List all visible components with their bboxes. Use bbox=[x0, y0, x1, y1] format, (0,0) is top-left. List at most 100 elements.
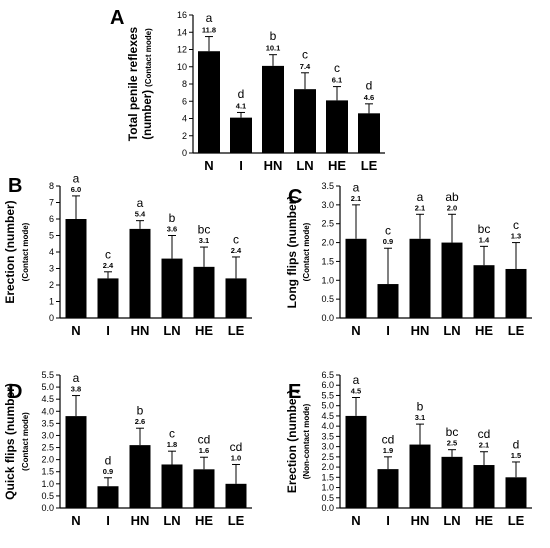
y-tick-label: 3.0 bbox=[321, 442, 334, 452]
significance-letter: d bbox=[513, 437, 520, 451]
y-axis-mode: (Non-contact mode) bbox=[302, 403, 311, 479]
y-tick-label: 4 bbox=[182, 114, 187, 124]
bar-hn bbox=[262, 65, 284, 153]
bar-he bbox=[193, 469, 215, 508]
x-tick-label: N bbox=[71, 323, 80, 338]
significance-letter: cd bbox=[198, 433, 211, 447]
data-label: 3.1 bbox=[415, 413, 425, 422]
significance-letter: d bbox=[238, 87, 245, 101]
x-tick-label: I bbox=[106, 513, 110, 528]
significance-letter: c bbox=[385, 224, 391, 238]
y-tick-label: 2.5 bbox=[41, 443, 54, 453]
data-label: 1.3 bbox=[511, 232, 521, 241]
data-label: 6.0 bbox=[71, 185, 81, 194]
panel-label: E bbox=[288, 381, 301, 403]
y-tick-label: 7 bbox=[49, 198, 54, 208]
data-label: 11.8 bbox=[202, 26, 216, 35]
y-tick-label: 1 bbox=[49, 297, 54, 307]
x-tick-label: I bbox=[239, 158, 243, 173]
significance-letter: a bbox=[353, 180, 360, 194]
y-tick-label: 6.0 bbox=[321, 380, 334, 390]
data-label: 1.6 bbox=[199, 446, 209, 455]
significance-letter: c bbox=[233, 232, 239, 246]
data-label: 10.1 bbox=[266, 44, 281, 53]
y-axis-mode: (Contact mode) bbox=[21, 412, 30, 471]
y-tick-label: 3.0 bbox=[41, 430, 54, 440]
data-label: 1.5 bbox=[511, 451, 521, 460]
x-tick-label: LE bbox=[508, 323, 525, 338]
x-tick-label: N bbox=[351, 323, 360, 338]
significance-letter: a bbox=[206, 11, 213, 25]
y-tick-label: 4.5 bbox=[41, 394, 54, 404]
significance-letter: b bbox=[417, 400, 424, 414]
bar-i bbox=[377, 284, 399, 318]
bar-i bbox=[97, 278, 119, 318]
data-label: 7.4 bbox=[300, 62, 311, 71]
bar-i bbox=[230, 117, 252, 153]
bar-ln bbox=[161, 464, 183, 508]
significance-letter: c bbox=[105, 247, 111, 261]
y-tick-label: 0.0 bbox=[41, 503, 54, 513]
data-label: 2.1 bbox=[351, 194, 361, 203]
x-tick-label: HN bbox=[411, 323, 430, 338]
bar-n bbox=[345, 238, 367, 318]
y-tick-label: 2 bbox=[49, 280, 54, 290]
significance-letter: d bbox=[105, 453, 112, 467]
data-label: 6.1 bbox=[332, 76, 342, 85]
y-tick-label: 0.5 bbox=[321, 493, 334, 503]
significance-letter: c bbox=[169, 427, 175, 441]
y-tick-label: 0 bbox=[49, 313, 54, 323]
y-tick-label: 2.5 bbox=[321, 452, 334, 462]
bar-he bbox=[473, 465, 495, 508]
y-tick-label: 1.5 bbox=[321, 256, 334, 266]
significance-letter: bc bbox=[478, 222, 491, 236]
significance-letter: a bbox=[73, 371, 80, 385]
significance-letter: cd bbox=[382, 432, 395, 446]
significance-letter: ab bbox=[445, 190, 459, 204]
x-tick-label: LE bbox=[361, 158, 378, 173]
x-tick-label: HE bbox=[328, 158, 346, 173]
significance-letter: c bbox=[334, 61, 340, 75]
panel-label: C bbox=[288, 186, 302, 208]
x-tick-label: HE bbox=[195, 323, 213, 338]
y-tick-label: 5 bbox=[49, 231, 54, 241]
data-label: 3.1 bbox=[199, 236, 209, 245]
significance-letter: cd bbox=[230, 440, 243, 454]
y-tick-label: 2.0 bbox=[321, 238, 334, 248]
y-tick-label: 0.0 bbox=[321, 503, 334, 513]
y-tick-label: 5.0 bbox=[41, 382, 54, 392]
significance-letter: bc bbox=[446, 425, 459, 439]
significance-letter: a bbox=[353, 373, 360, 387]
x-tick-label: N bbox=[351, 513, 360, 528]
bar-i bbox=[97, 486, 119, 508]
significance-letter: a bbox=[417, 190, 424, 204]
bar-he bbox=[473, 265, 495, 318]
y-tick-label: 14 bbox=[177, 27, 187, 37]
y-tick-label: 3.5 bbox=[41, 418, 54, 428]
data-label: 1.4 bbox=[479, 235, 490, 244]
y-axis-label: Long flips (number) bbox=[285, 196, 299, 309]
y-tick-label: 0.0 bbox=[321, 313, 334, 323]
data-label: 2.4 bbox=[231, 246, 242, 255]
data-label: 2.6 bbox=[135, 417, 145, 426]
y-tick-label: 3.5 bbox=[321, 181, 334, 191]
y-tick-label: 1.0 bbox=[321, 483, 334, 493]
data-label: 5.4 bbox=[135, 210, 146, 219]
panel-c: C0.00.51.01.52.02.53.03.52.1aN0.9cI2.1aH… bbox=[285, 180, 532, 338]
y-tick-label: 8 bbox=[182, 79, 187, 89]
x-tick-label: HN bbox=[264, 158, 283, 173]
x-tick-label: LN bbox=[163, 513, 180, 528]
y-tick-label: 2.0 bbox=[41, 455, 54, 465]
bar-ln bbox=[441, 456, 463, 508]
significance-letter: b bbox=[169, 211, 176, 225]
y-axis-label: Total penile reflexes bbox=[126, 26, 140, 141]
x-tick-label: HN bbox=[131, 513, 150, 528]
x-tick-label: I bbox=[106, 323, 110, 338]
x-tick-label: LN bbox=[443, 513, 460, 528]
data-label: 2.0 bbox=[447, 203, 457, 212]
bar-hn bbox=[409, 444, 431, 508]
y-axis-unit: (number) bbox=[142, 90, 154, 140]
bar-hn bbox=[129, 445, 151, 508]
panel-d: D 0.0 0.5 1.0 1.5 2.0 2.5 3.0 3.5 4.0 4.5 5.0 5.5 3.8… bbox=[3, 370, 252, 528]
y-tick-label: 10 bbox=[177, 62, 187, 72]
